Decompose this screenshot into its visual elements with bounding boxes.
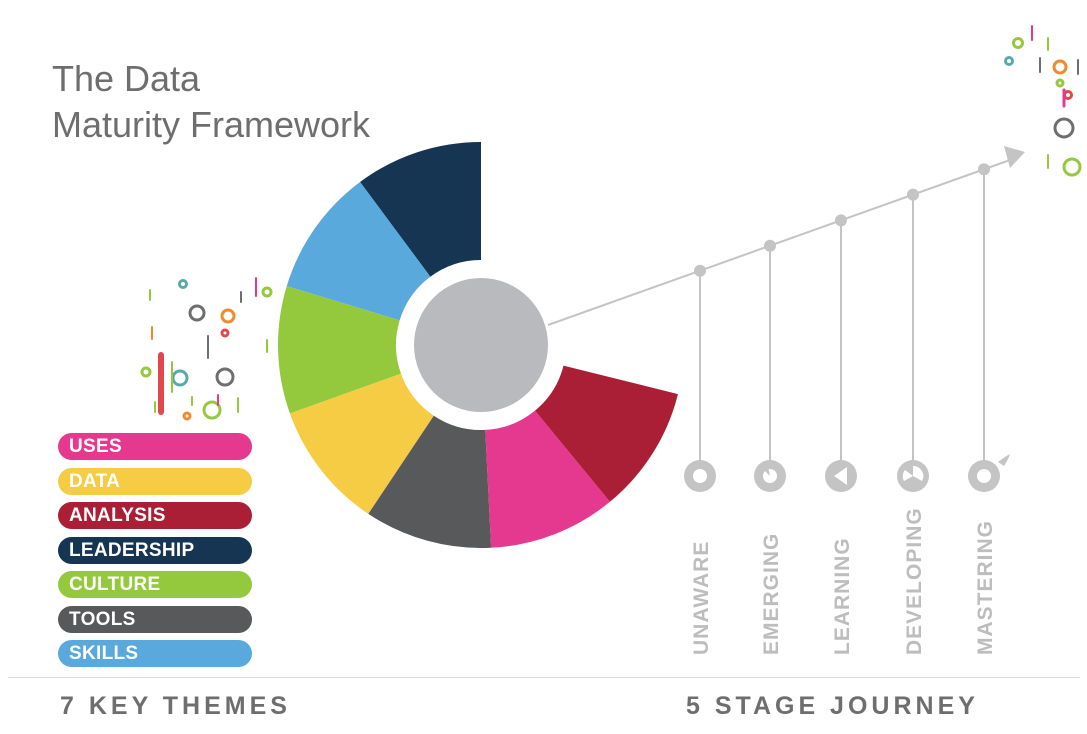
- confetti-ring: [182, 411, 192, 421]
- wheel-wedge-culture: [278, 286, 401, 414]
- title-line-2: Maturity Framework: [52, 104, 371, 145]
- stage-learning-icon: [825, 460, 857, 492]
- theme-pill-tools: TOOLS: [58, 605, 252, 633]
- footer-key-themes: 7 KEY THEMES: [60, 692, 291, 720]
- stage-label-unaware: UNAWARE: [690, 541, 713, 655]
- page-title: The Data Maturity Framework: [52, 56, 370, 148]
- confetti-ring: [220, 328, 230, 338]
- theme-pill-uses: USES: [58, 433, 252, 460]
- journey-stage-dot: [907, 188, 919, 201]
- journey-arrow-line: [547, 159, 1011, 326]
- stage-unaware-icon: [684, 460, 716, 492]
- confetti-ring: [1053, 117, 1075, 139]
- stage-label-developing: DEVELOPING: [903, 507, 926, 655]
- confetti-ring: [1012, 37, 1024, 49]
- confetti-ring: [1052, 59, 1068, 75]
- theme-pill-analysis: ANALYSIS: [58, 502, 252, 529]
- confetti-ring: [1063, 90, 1073, 100]
- journey-stage-dot: [764, 239, 776, 252]
- stage-mastering-icon: [968, 454, 1010, 492]
- confetti-ring: [220, 308, 236, 324]
- wheel-wedge-tools: [368, 415, 492, 549]
- wheel-wedge-analysis: [534, 365, 678, 502]
- stage-developing-icon: [897, 460, 929, 492]
- journey-stage-dot: [694, 264, 706, 277]
- title-line-1: The Data: [52, 58, 201, 99]
- theme-legend: USES DATA ANALYSIS LEADERSHIP CULTURE TO…: [58, 433, 252, 675]
- confetti-ring: [202, 400, 222, 420]
- wheel-wedge-skills: [286, 181, 431, 321]
- theme-pill-leadership: LEADERSHIP: [58, 536, 252, 564]
- confetti-ring: [215, 367, 235, 387]
- confetti-ring: [1055, 78, 1065, 88]
- confetti-ring: [140, 366, 152, 378]
- wheel-center-circle: [414, 278, 548, 412]
- confetti-ring: [1062, 157, 1082, 177]
- theme-pill-culture: CULTURE: [58, 571, 252, 598]
- confetti-ring: [171, 369, 189, 387]
- wheel-wedge-leadership: [360, 142, 481, 277]
- footer-stage-journey: 5 STAGE JOURNEY: [686, 692, 979, 720]
- wheel-wedge-data: [289, 373, 434, 514]
- confetti-ring: [1004, 56, 1014, 66]
- stage-label-emerging: EMERGING: [760, 533, 783, 655]
- wheel-wedge-uses: [485, 410, 610, 548]
- stage-label-learning: LEARNING: [831, 537, 854, 655]
- theme-pill-skills: SKILLS: [58, 640, 252, 667]
- confetti-ring: [261, 286, 273, 298]
- theme-pill-data: DATA: [58, 467, 252, 495]
- stage-label-mastering: MASTERING: [974, 520, 997, 655]
- stage-emerging-icon: [754, 460, 786, 492]
- confetti-ring: [188, 304, 206, 322]
- journey-stage-dot: [835, 214, 847, 227]
- journey-arrow-head: [1004, 146, 1025, 168]
- confetti-ring: [178, 279, 188, 289]
- footer-divider: [8, 677, 1080, 678]
- journey-stage-dot: [978, 163, 990, 176]
